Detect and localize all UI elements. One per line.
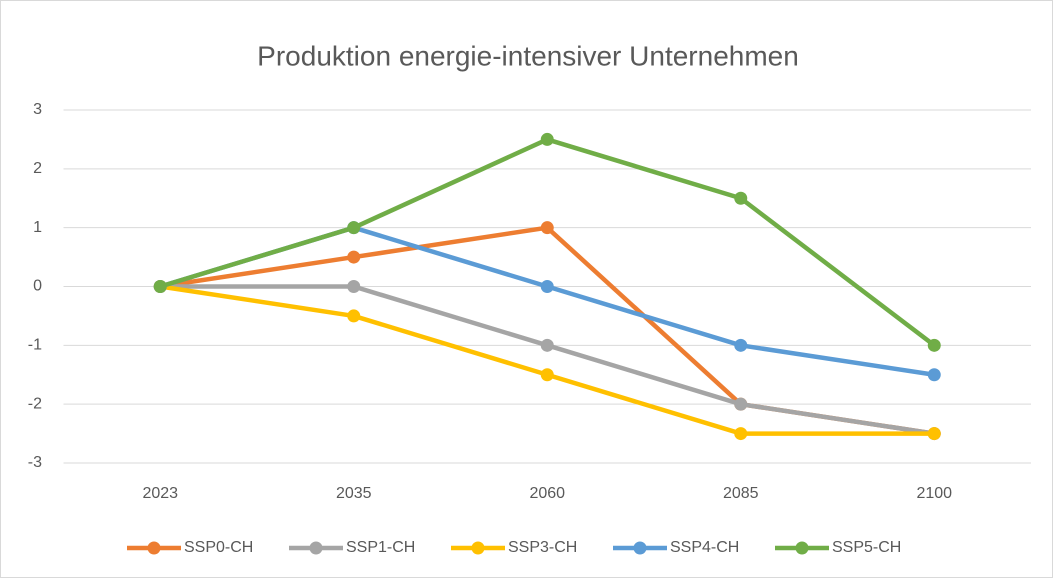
data-point [540,221,554,235]
legend-label: SSP3-CH [508,539,577,556]
data-point [153,280,167,293]
data-point [540,338,554,352]
y-tick-label: -1 [28,337,42,354]
x-tick-label: 2023 [142,485,178,502]
data-point [347,221,361,235]
data-point [540,132,554,146]
legend-label: SSP1-CH [346,539,415,556]
legend-marker [309,541,323,555]
y-tick-label: -3 [28,454,42,471]
x-tick-label: 2035 [336,485,372,502]
legend-marker [471,541,485,555]
y-tick-label: 1 [33,219,42,236]
legend-marker [633,541,647,555]
data-point [540,280,554,293]
legend-label: SSP5-CH [832,539,901,556]
legend-label: SSP0-CH [184,539,253,556]
data-point [927,338,941,352]
data-point [927,427,941,441]
data-point [734,338,748,352]
y-tick-label: 2 [33,160,42,177]
data-point [347,250,361,264]
data-point [540,368,554,382]
x-tick-label: 2060 [529,485,565,502]
data-point [734,191,748,205]
legend-marker [795,541,809,555]
data-point [347,309,361,323]
data-point [734,427,748,441]
data-point [734,397,748,411]
y-tick-label: 0 [33,278,42,295]
data-point [347,280,361,293]
legend-label: SSP4-CH [670,539,739,556]
x-tick-label: 2100 [916,485,952,502]
x-tick-label: 2085 [723,485,759,502]
legend-marker [147,541,161,555]
data-point [927,368,941,382]
y-tick-label: 3 [33,101,42,118]
chart-title: Produktion energie-intensiver Unternehme… [257,40,799,71]
y-tick-label: -2 [28,395,42,412]
